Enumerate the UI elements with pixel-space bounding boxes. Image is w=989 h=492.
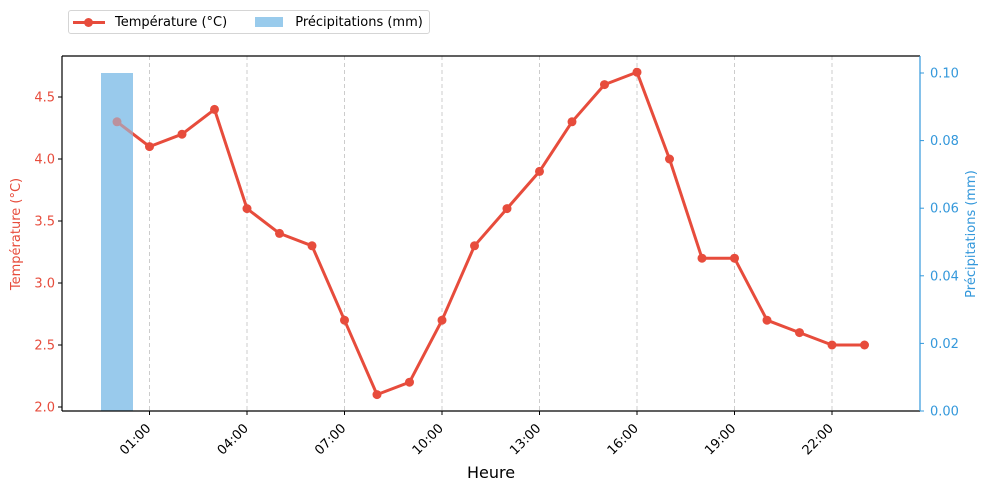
temperature-point bbox=[405, 377, 414, 387]
y-right-tick-label: 0.06 bbox=[930, 202, 959, 217]
x-tick-label: 07:00 bbox=[312, 421, 349, 458]
y-left-tick-label: 3.0 bbox=[34, 277, 55, 292]
temperature-point bbox=[372, 390, 382, 400]
temperature-point bbox=[307, 241, 317, 251]
temperature-point bbox=[632, 67, 642, 77]
x-tick-label: 10:00 bbox=[410, 421, 447, 458]
y-right-tick-label: 0.08 bbox=[930, 134, 959, 149]
temperature-point bbox=[535, 166, 544, 176]
legend-label-temperature: Température (°C) bbox=[115, 14, 228, 30]
x-gridlines bbox=[149, 56, 833, 411]
legend-label-precipitation: Précipitations (mm) bbox=[295, 14, 423, 30]
temperature-point bbox=[665, 154, 674, 164]
x-tick-label: 19:00 bbox=[702, 421, 739, 458]
x-tick-label: 16:00 bbox=[605, 421, 642, 458]
y-right-tick-label: 0.02 bbox=[930, 337, 959, 352]
x-tick-label: 01:00 bbox=[117, 421, 154, 458]
temperature-point bbox=[275, 228, 284, 238]
legend: Température (°C) Précipitations (mm) bbox=[68, 10, 430, 34]
temperature-point bbox=[827, 340, 837, 350]
y-left-tick-label: 4.0 bbox=[34, 153, 55, 168]
legend-item-precipitation: Précipitations (mm) bbox=[253, 15, 423, 30]
y-axis-left-label: Température (°C) bbox=[9, 178, 24, 291]
legend-item-temperature: Température (°C) bbox=[73, 15, 227, 30]
temperature-point bbox=[437, 315, 447, 325]
y-axis-right: 0.00 0.02 0.04 0.06 0.08 0.10 bbox=[920, 67, 959, 420]
temperature-point bbox=[145, 142, 154, 152]
bar-patch-icon bbox=[255, 17, 284, 27]
temperature-point bbox=[860, 340, 869, 350]
y-axis-left: 2.0 2.5 3.0 3.5 4.0 4.5 bbox=[34, 91, 62, 416]
temperature-point bbox=[795, 328, 804, 338]
temperature-point bbox=[730, 253, 739, 263]
axes-frame bbox=[61, 55, 921, 412]
y-left-tick-label: 3.5 bbox=[34, 215, 55, 230]
y-right-tick-label: 0.00 bbox=[930, 405, 959, 420]
temperature-point bbox=[177, 129, 187, 139]
temperature-point bbox=[502, 204, 512, 214]
x-tick-label: 04:00 bbox=[215, 421, 252, 458]
y-axis-right-label: Précipitations (mm) bbox=[964, 170, 979, 298]
temperature-line bbox=[101, 67, 869, 411]
temperature-point bbox=[762, 315, 772, 325]
temperature-point bbox=[242, 204, 252, 214]
temperature-point bbox=[470, 241, 479, 251]
temperature-point bbox=[210, 104, 219, 114]
x-axis-label: Heure bbox=[467, 463, 515, 482]
temperature-point bbox=[697, 253, 707, 263]
x-tick-label: 22:00 bbox=[800, 421, 837, 458]
line-marker-icon bbox=[73, 17, 105, 27]
temperature-point bbox=[340, 315, 349, 325]
y-left-tick-label: 2.0 bbox=[34, 401, 55, 416]
y-left-tick-label: 2.5 bbox=[34, 339, 55, 354]
temperature-point bbox=[600, 80, 609, 90]
y-right-tick-label: 0.10 bbox=[930, 67, 959, 82]
y-right-tick-label: 0.04 bbox=[930, 269, 959, 284]
x-tick-label: 13:00 bbox=[507, 421, 544, 458]
y-left-tick-label: 4.5 bbox=[34, 91, 55, 106]
x-axis-ticks: 01:00 04:00 07:00 10:00 13:00 16:00 19:00 22:00 bbox=[117, 411, 837, 458]
temperature-point bbox=[567, 117, 577, 127]
